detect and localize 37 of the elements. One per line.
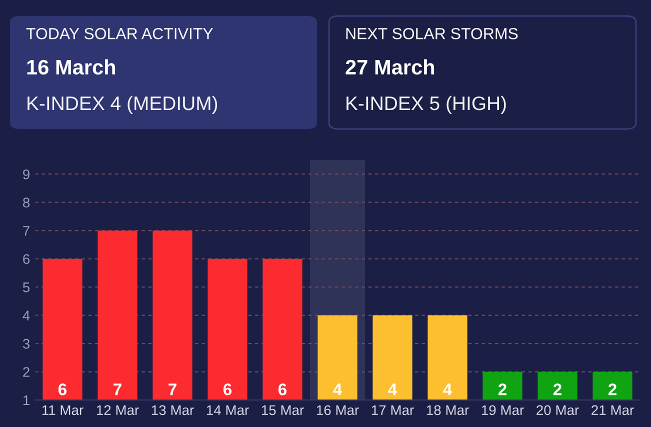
text: K-INDEX 5 (HIGH) — [346, 96, 506, 114]
data-label: 7 — [114, 384, 122, 396]
y-tick-label: 9 — [23, 169, 30, 180]
x-tick-label: 20 Mar — [536, 405, 579, 416]
data-label: 6 — [58, 383, 67, 396]
y-tick-label: 2 — [23, 367, 30, 377]
x-tick-label: 13 Mar — [152, 405, 194, 416]
y-tick-label: 5 — [22, 282, 30, 292]
data-label: 2 — [498, 383, 506, 396]
x-tick-label: 11 Mar — [42, 405, 84, 416]
x-tick-label: 16 Mar — [316, 405, 359, 416]
x-tick-label: 15 Mar — [262, 405, 304, 416]
text: 16 March — [27, 59, 116, 75]
data-label: 4 — [333, 384, 342, 396]
y-tick-label: 7 — [23, 226, 30, 236]
data-label: 6 — [223, 383, 232, 396]
text: K-INDEX 4 (MEDIUM) — [28, 96, 218, 114]
data-label: 4 — [388, 384, 398, 396]
data-label: 2 — [608, 383, 616, 396]
x-tick-label: 12 Mar — [96, 405, 139, 416]
y-tick-label: 8 — [23, 198, 30, 208]
data-label: 7 — [168, 384, 176, 396]
y-tick-label: 1 — [23, 395, 30, 406]
data-label: 4 — [443, 384, 452, 396]
text: 27 March — [346, 59, 434, 75]
data-label: 6 — [278, 383, 287, 396]
data-label: 2 — [553, 383, 562, 396]
x-tick-label: 18 Mar — [426, 405, 469, 416]
text: TODAY SOLAR ACTIVITY — [26, 28, 213, 40]
x-tick-label: 14 Mar — [206, 405, 249, 416]
x-tick-label: 21 Mar — [592, 405, 634, 416]
y-tick-label: 4 — [22, 310, 30, 320]
y-tick-label: 6 — [23, 254, 30, 264]
y-tick-label: 3 — [22, 338, 30, 349]
x-tick-label: 19 Mar — [482, 405, 524, 416]
text: NEXT SOLAR STORMS — [346, 28, 518, 40]
x-tick-label: 17 Mar — [372, 405, 414, 416]
